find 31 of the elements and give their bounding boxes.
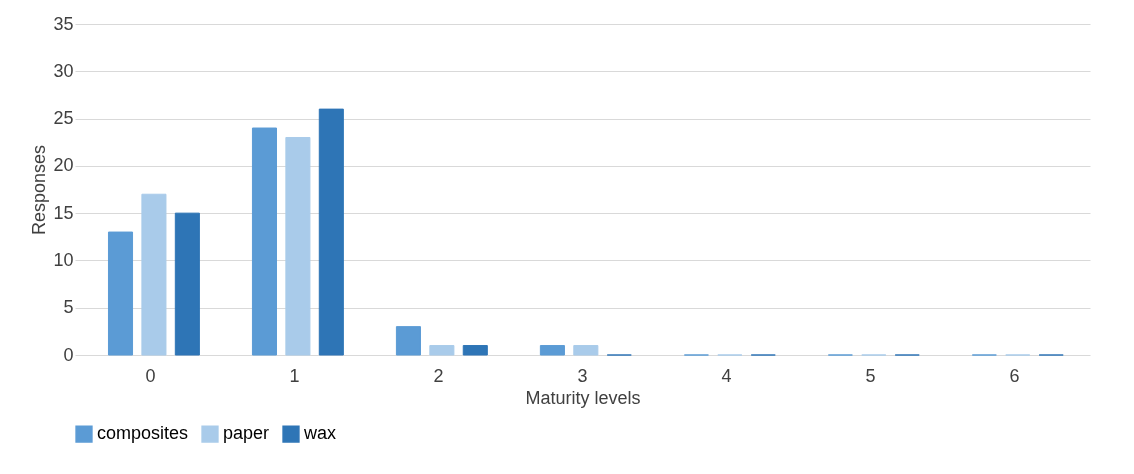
x-tick-label: 6: [1009, 365, 1020, 386]
y-tick-label: 0: [63, 344, 74, 365]
y-axis-title: Responses: [29, 144, 50, 236]
y-tick-label: 15: [53, 202, 74, 223]
bar: [174, 212, 200, 356]
bar: [251, 127, 278, 356]
bar: [285, 136, 311, 356]
y-tick-label: 30: [53, 60, 74, 81]
y-tick-label: 35: [53, 13, 74, 34]
y-tick-label: 5: [63, 297, 74, 318]
bar: [462, 345, 488, 356]
x-tick-label: 5: [865, 365, 876, 386]
y-tick-label: 25: [53, 108, 74, 129]
bar: [539, 345, 565, 356]
bar: [573, 345, 599, 356]
x-tick-label: 0: [145, 365, 156, 386]
x-tick-label: 1: [289, 365, 300, 386]
x-tick-label: 2: [433, 365, 444, 386]
x-tick-label: 3: [577, 365, 588, 386]
legend-label: wax: [303, 423, 337, 444]
bar: [429, 345, 455, 356]
bar: [107, 231, 134, 356]
bar: [395, 326, 421, 356]
bar: [318, 108, 344, 356]
legend-label: paper: [223, 423, 270, 444]
x-axis-title: Maturity levels: [525, 387, 641, 408]
legend-label: composites: [97, 423, 189, 444]
bar: [141, 193, 167, 356]
x-tick-label: 4: [721, 365, 732, 386]
y-tick-label: 20: [53, 155, 74, 176]
y-tick-label: 10: [53, 249, 74, 270]
